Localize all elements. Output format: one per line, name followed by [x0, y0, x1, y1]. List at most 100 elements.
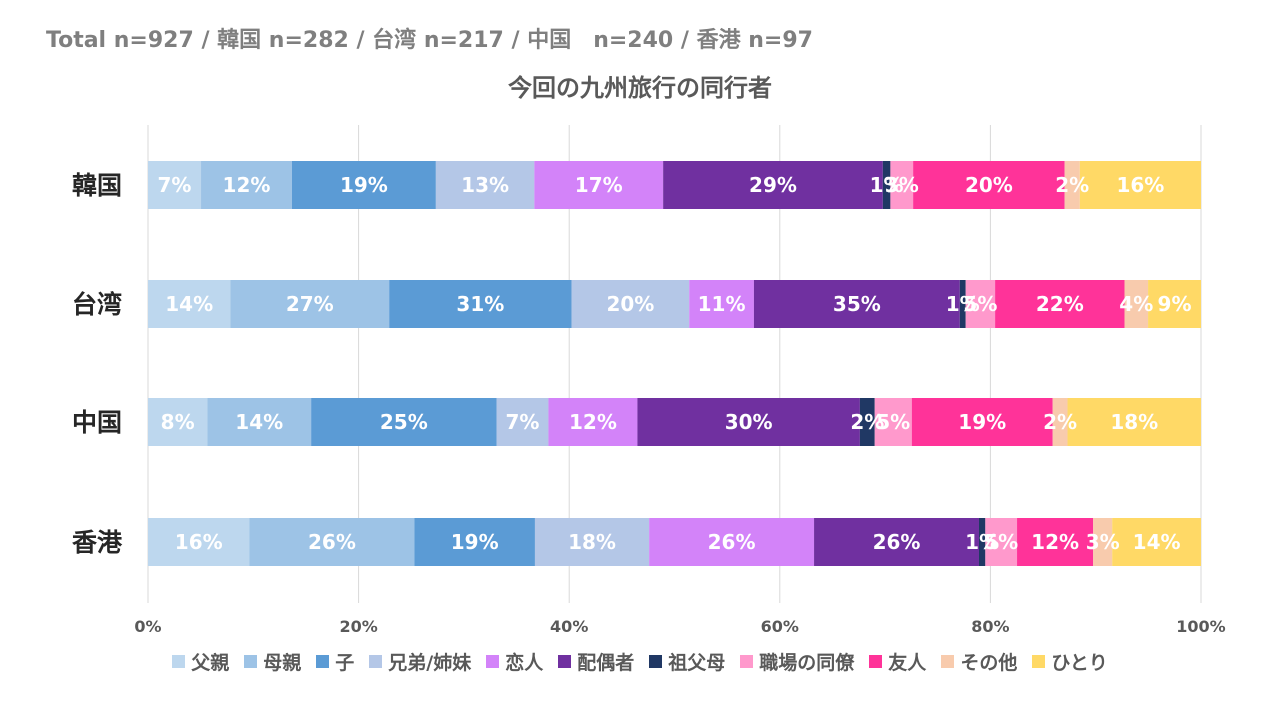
data-label: 1%	[946, 292, 980, 316]
category-label: 中国	[72, 408, 122, 437]
data-label: 12%	[569, 410, 617, 434]
data-label: 26%	[708, 530, 756, 554]
legend-swatch	[244, 655, 258, 668]
data-label: 8%	[161, 410, 195, 434]
bar-segment	[148, 518, 250, 566]
bar-segment	[985, 518, 1018, 566]
x-tick-label: 60%	[761, 617, 799, 636]
data-label: 14%	[165, 292, 213, 316]
bar-segment	[148, 280, 231, 328]
legend-swatch	[369, 655, 383, 668]
legend: 父親 母親 子 兄弟/姉妹 恋人 配偶者 祖父母 職場の同僚 友人 その他 ひとり	[0, 648, 1280, 675]
category-label: 台湾	[72, 290, 122, 319]
data-label: 20%	[965, 173, 1013, 197]
data-label: 7%	[158, 173, 192, 197]
data-label: 12%	[1031, 530, 1079, 554]
bar-segment	[389, 280, 572, 328]
data-label: 14%	[1133, 530, 1181, 554]
bar-segment	[291, 161, 436, 209]
data-label: 1%	[870, 173, 904, 197]
data-label: 19%	[340, 173, 388, 197]
bar-segment	[649, 518, 815, 566]
bar-segment	[890, 161, 914, 209]
data-label: 11%	[698, 292, 746, 316]
sample-size-note: Total n=927 / 韓国 n=282 / 台湾 n=217 / 中国 n…	[46, 28, 813, 53]
bar-segment	[1052, 398, 1068, 446]
bar-segment	[663, 161, 883, 209]
x-tick-label: 100%	[1176, 617, 1225, 636]
data-label: 5%	[984, 530, 1018, 554]
legend-swatch	[649, 655, 663, 668]
bar-segment	[959, 280, 966, 328]
x-tick-label: 80%	[971, 617, 1009, 636]
data-label: 16%	[175, 530, 223, 554]
legend-item: ひとり	[1032, 648, 1108, 675]
legend-item: 配偶者	[558, 648, 634, 675]
data-label: 25%	[380, 410, 428, 434]
legend-label: 配偶者	[577, 652, 635, 674]
bar-segment	[882, 161, 891, 209]
category-label: 韓国	[72, 171, 122, 200]
bar-segment	[814, 518, 979, 566]
bar-segment	[1064, 161, 1080, 209]
bar-segment	[496, 398, 549, 446]
data-label: 13%	[461, 173, 509, 197]
legend-item: 友人	[869, 648, 926, 675]
bar-segment	[207, 398, 312, 446]
bar-segment	[1017, 518, 1094, 566]
data-label: 19%	[451, 530, 499, 554]
bar-segment	[148, 161, 202, 209]
bar-segment	[571, 280, 690, 328]
data-label: 4%	[1119, 292, 1153, 316]
bar-segment	[874, 398, 912, 446]
legend-label: 兄弟/姉妹	[388, 652, 472, 674]
data-label: 1%	[965, 530, 999, 554]
category-label: 香港	[72, 528, 123, 557]
data-label: 2%	[1055, 173, 1089, 197]
legend-swatch	[869, 655, 883, 668]
data-label: 27%	[286, 292, 334, 316]
bar-segment	[534, 518, 650, 566]
bar-segment	[859, 398, 875, 446]
bar-segment	[689, 280, 754, 328]
data-label: 18%	[568, 530, 616, 554]
legend-swatch	[558, 655, 572, 668]
legend-item: 職場の同僚	[740, 648, 854, 675]
data-label: 29%	[749, 173, 797, 197]
legend-swatch	[941, 655, 955, 668]
bar-segment	[311, 398, 497, 446]
legend-swatch	[1032, 655, 1046, 668]
bar-segment	[753, 280, 960, 328]
data-label: 30%	[725, 410, 773, 434]
legend-item: 父親	[172, 648, 229, 675]
data-label: 26%	[308, 530, 356, 554]
legend-item: 祖父母	[649, 648, 725, 675]
data-label: 18%	[1110, 410, 1158, 434]
bar-segment	[965, 280, 996, 328]
legend-label: 母親	[263, 652, 302, 674]
segment-labels: 7% 12% 19% 13% 17% 29% 1%3% 20% 2% 16%14% 27% 31% 20…	[158, 173, 1192, 554]
chart-title: 今回の九州旅行の同行者	[508, 74, 772, 102]
data-label: 3%	[1086, 530, 1120, 554]
data-label: 2%	[850, 410, 884, 434]
bar-segment	[230, 280, 390, 328]
bars	[148, 161, 1201, 566]
data-label: 7%	[505, 410, 539, 434]
legend-swatch	[172, 655, 186, 668]
data-label: 12%	[223, 173, 271, 197]
bar-segment	[414, 518, 535, 566]
legend-label: その他	[960, 652, 1018, 674]
legend-label: 祖父母	[668, 652, 726, 674]
data-label: 22%	[1036, 292, 1084, 316]
data-label: 35%	[833, 292, 881, 316]
bar-segment	[148, 398, 208, 446]
bar-segment	[534, 161, 664, 209]
bar-segment	[911, 398, 1053, 446]
legend-label: 父親	[191, 652, 230, 674]
bar-segment	[435, 161, 535, 209]
bar-segment	[637, 398, 860, 446]
bar-segment	[978, 518, 986, 566]
x-tick-label: 20%	[339, 617, 377, 636]
